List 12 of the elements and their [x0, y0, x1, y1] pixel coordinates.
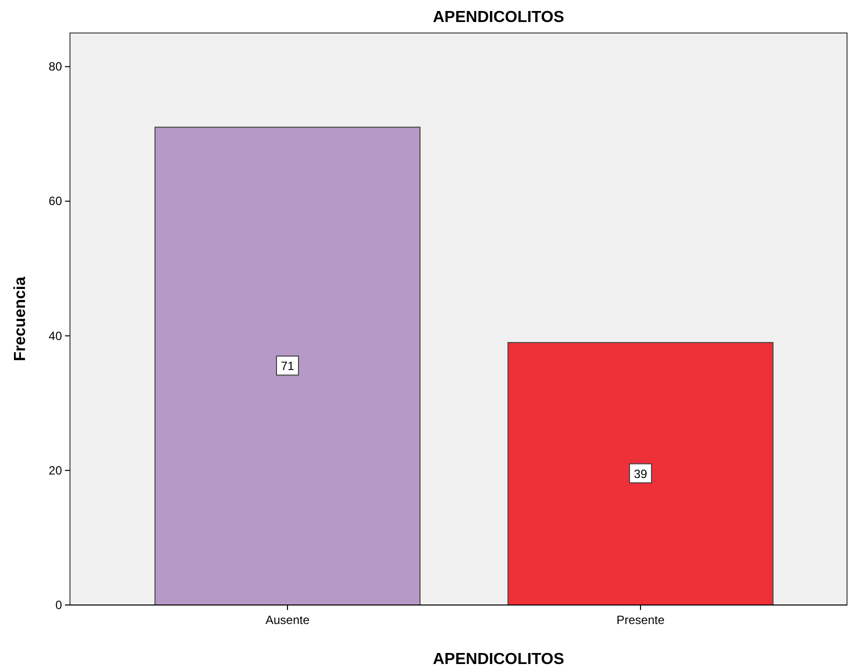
x-tick-label: Ausente [265, 613, 310, 627]
y-tick-label: 60 [48, 194, 62, 208]
y-tick-label: 20 [48, 463, 62, 478]
y-tick-label: 40 [48, 328, 62, 343]
y-axis-title: Frecuencia [12, 276, 29, 362]
data-label: 39 [634, 466, 648, 481]
x-axis-title: APENDICOLITOS [432, 651, 564, 668]
chart-title: APENDICOLITOS [432, 9, 564, 26]
y-tick-label: 0 [55, 598, 62, 612]
y-tick-label: 80 [48, 60, 62, 74]
data-label: 71 [280, 359, 294, 374]
x-tick-label: Presente [616, 613, 665, 627]
